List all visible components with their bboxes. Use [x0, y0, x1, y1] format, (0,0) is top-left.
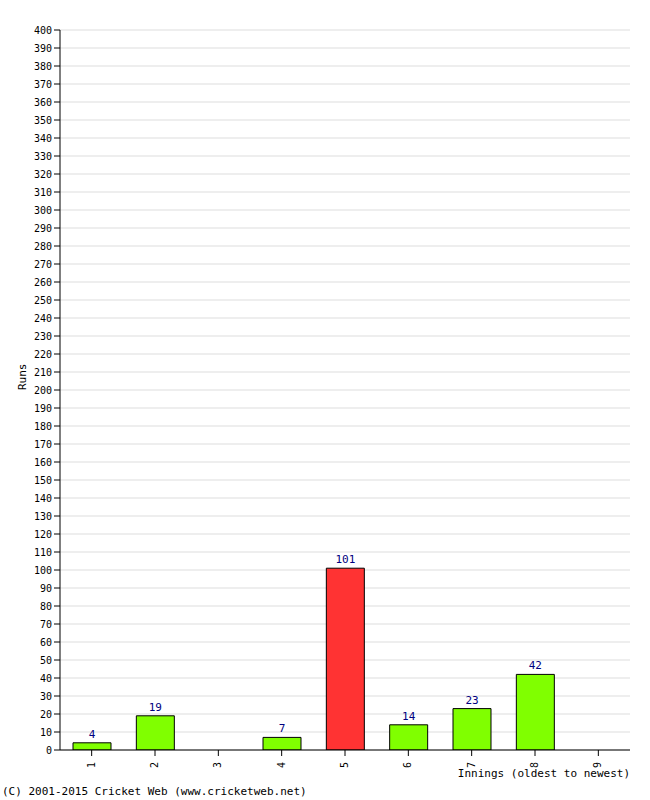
svg-text:260: 260 — [34, 277, 52, 288]
svg-text:160: 160 — [34, 457, 52, 468]
svg-text:7: 7 — [465, 762, 477, 768]
svg-text:170: 170 — [34, 439, 52, 450]
svg-text:101: 101 — [335, 553, 355, 566]
html-text:(C) 2001-2015 Cricket Web (www: (C) 2001-2015 Cricket Web (www.cricketwe… — [2, 785, 307, 798]
svg-text:390: 390 — [34, 43, 52, 54]
svg-text:Runs: Runs — [16, 364, 29, 391]
svg-text:90: 90 — [40, 583, 52, 594]
svg-text:20: 20 — [40, 709, 52, 720]
svg-text:5: 5 — [339, 762, 350, 768]
svg-text:6: 6 — [402, 762, 413, 768]
svg-text:7: 7 — [279, 722, 286, 735]
svg-text:50: 50 — [40, 655, 52, 666]
svg-text:200: 200 — [34, 385, 52, 396]
svg-text:110: 110 — [34, 547, 52, 558]
svg-text:240: 240 — [34, 313, 52, 324]
svg-text:140: 140 — [34, 493, 52, 504]
svg-text:8: 8 — [529, 762, 540, 768]
svg-text:0: 0 — [46, 745, 52, 756]
svg-text:370: 370 — [34, 79, 52, 90]
svg-text:360: 360 — [34, 97, 52, 108]
svg-text:42: 42 — [529, 659, 542, 672]
html-text:Innings (oldest to newest): Innings (oldest to newest) — [457, 767, 630, 780]
svg-text:290: 290 — [34, 223, 52, 234]
svg-text:80: 80 — [40, 601, 52, 612]
svg-text:190: 190 — [34, 403, 52, 414]
svg-text:10: 10 — [40, 727, 52, 738]
svg-text:250: 250 — [34, 295, 52, 306]
svg-text:220: 220 — [34, 349, 52, 360]
svg-text:4: 4 — [276, 762, 287, 768]
svg-text:120: 120 — [34, 529, 52, 540]
svg-text:210: 210 — [34, 367, 52, 378]
svg-text:230: 230 — [34, 331, 52, 342]
svg-text:340: 340 — [34, 133, 52, 144]
svg-text:380: 380 — [34, 61, 52, 72]
svg-text:350: 350 — [34, 115, 52, 126]
svg-text:150: 150 — [34, 475, 52, 486]
svg-text:2: 2 — [149, 762, 160, 768]
svg-text:40: 40 — [40, 673, 52, 684]
svg-text:30: 30 — [40, 691, 52, 702]
svg-text:330: 330 — [34, 151, 52, 162]
svg-text:4: 4 — [89, 728, 96, 741]
svg-text:9: 9 — [592, 762, 604, 768]
svg-text:400: 400 — [34, 25, 52, 36]
svg-text:180: 180 — [34, 421, 52, 432]
svg-text:320: 320 — [34, 169, 52, 180]
svg-text:100: 100 — [34, 565, 52, 576]
svg-text:19: 19 — [149, 701, 162, 714]
svg-text:1: 1 — [86, 762, 97, 768]
svg-text:300: 300 — [34, 205, 52, 216]
svg-text:23: 23 — [465, 694, 478, 707]
svg-text:310: 310 — [34, 187, 52, 198]
svg-text:70: 70 — [40, 619, 52, 630]
svg-text:3: 3 — [212, 762, 223, 768]
svg-text:270: 270 — [34, 259, 52, 270]
svg-text:130: 130 — [34, 511, 52, 522]
svg-text:280: 280 — [34, 241, 52, 252]
svg-text:14: 14 — [402, 710, 416, 723]
svg-text:60: 60 — [40, 637, 52, 648]
